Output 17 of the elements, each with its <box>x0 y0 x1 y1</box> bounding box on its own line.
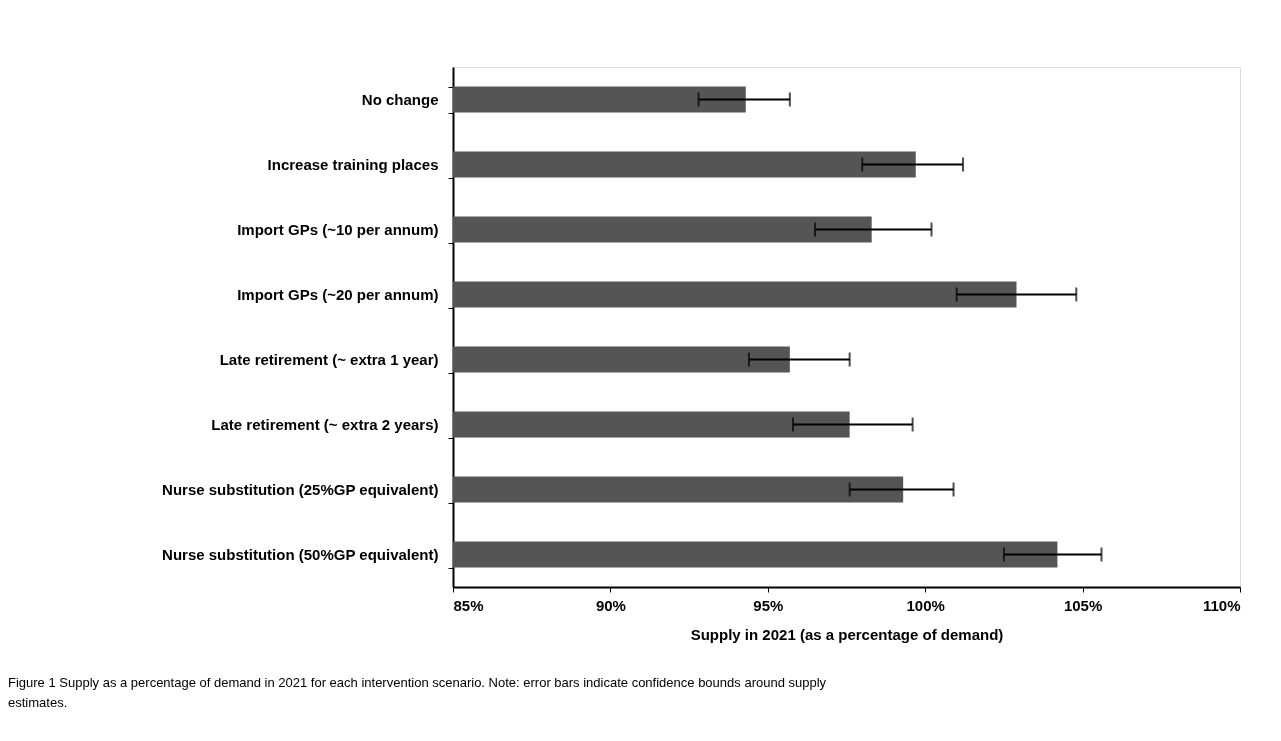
y-tick-label: Nurse substitution (25%GP equivalent) <box>162 481 439 498</box>
y-tick-label: Late retirement (~ extra 1 year) <box>219 351 439 368</box>
y-tick-label: Increase training places <box>267 156 439 173</box>
caption: Figure 1 Supply as a percentage of demand in 2021 for each intervention scenario. Note: error bars indicate confidence bounds around supply <box>8 675 827 690</box>
x-tick-label: 90% <box>595 596 626 614</box>
x-tick-label: 105% <box>1063 596 1103 614</box>
y-tick-label: No change <box>361 91 439 108</box>
x-tick-label: 110% <box>1202 596 1241 614</box>
x-tick-label: 95% <box>753 596 784 614</box>
y-tick-label: Import GPs (~10 per annum) <box>237 221 439 238</box>
y-tick-label: Import GPs (~20 per annum) <box>237 286 439 303</box>
x-tick-label: 85% <box>453 596 484 614</box>
text: estimates. <box>8 695 68 710</box>
y-tick-label: Late retirement (~ extra 2 years) <box>211 416 439 433</box>
y-tick-label: Nurse substitution (50%GP equivalent) <box>162 546 439 563</box>
x-axis-title: Supply in 2021 (as a percentage of demand) <box>690 625 1004 643</box>
x-tick-label: 100% <box>906 596 945 614</box>
